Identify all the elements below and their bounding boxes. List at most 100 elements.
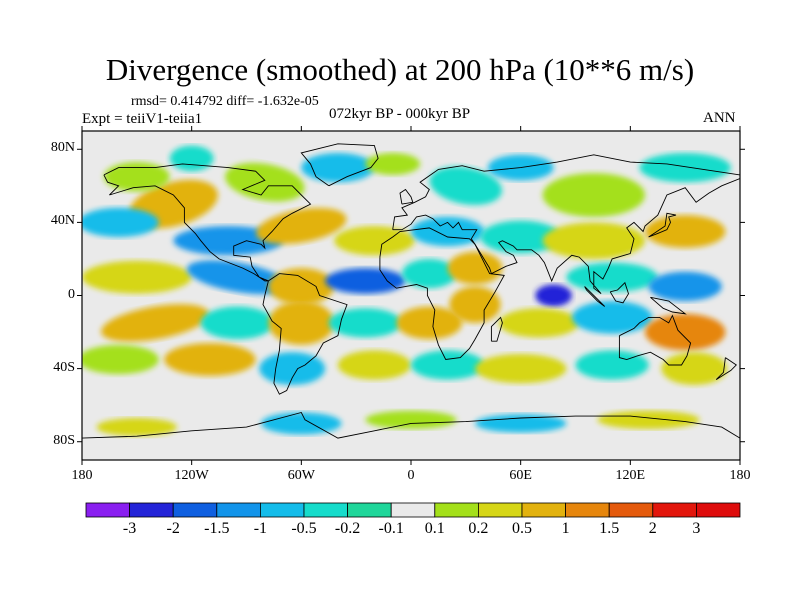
field-region [449,286,501,323]
coastline [392,154,740,295]
coastline [584,286,606,307]
x-tick-label: 60E [509,468,532,483]
field-region [475,414,567,433]
colorbar-swatch [652,502,697,518]
field-region [268,268,335,305]
field-region [365,152,421,175]
field-region [186,260,288,295]
field-region [101,304,210,342]
field-region [639,153,731,183]
colorbar-swatch [608,502,654,518]
colorbar-swatch [172,502,218,518]
y-tick-label: 0 [68,286,75,302]
field-region [225,162,305,202]
experiment-label: Expt = teiiV1-teiia1 [82,111,203,127]
stats-text: rmsd= 0.414792 diff= -1.632e-05 [131,94,319,109]
colorbar [85,502,741,518]
colorbar-swatch [347,502,392,518]
field-region [542,222,645,259]
colorbar-label: 0.2 [468,520,489,537]
field-region [566,262,658,292]
y-tick-label: 40N [50,213,75,229]
x-tick-label: 180 [71,468,93,483]
colorbar-swatch [129,502,174,518]
colorbar-swatch [259,502,305,518]
field-region [173,226,283,256]
field-region [259,352,326,385]
colorbar-label: -0.2 [334,520,361,537]
colorbar-swatch [521,502,566,518]
field-region [475,354,567,384]
field-region [498,308,580,338]
field-region [337,350,411,380]
field-region [542,173,645,217]
x-tick-label: 180 [729,468,751,483]
period-label: 072kyr BP - 000kyr BP [329,106,471,122]
colorbar-label: 2 [648,520,657,537]
x-tick-label: 0 [407,468,415,483]
colorbar-label: 3 [692,520,701,537]
field-region [396,306,463,340]
coastline [715,357,738,380]
field-region [96,418,177,437]
field-region [661,352,728,385]
x-tick-label: 120E [615,468,646,483]
coastline [379,227,505,360]
field-region [325,268,406,294]
axis-ticks [77,126,745,465]
x-tick-label: 60W [287,468,315,483]
figure-title: Divergence (smoothed) at 200 hPa (10**6 … [105,52,695,87]
field-region [82,260,192,294]
field-region [597,410,700,429]
colorbar-swatch [565,502,610,518]
season-label: ANN [703,110,736,126]
field-region [648,271,722,301]
x-tick-label: 120W [174,468,209,483]
field-region [301,153,375,183]
colorbar-swatch [434,502,479,518]
colorbar-label: 1 [561,520,570,537]
field-region [429,166,502,205]
field-region [447,251,503,285]
coastline [262,273,348,395]
field-region [334,226,415,256]
field-region [411,350,485,380]
field-region [200,306,274,340]
field-region [164,343,256,376]
y-tick-label: 80N [50,140,75,156]
field-region [401,259,457,289]
coastline [609,281,629,304]
colorbar-label: -1.5 [204,520,230,537]
colorbar-label: -3 [122,520,137,537]
field-region [645,313,726,351]
colorbar-swatch [303,502,348,518]
field-region [169,145,214,172]
coastline [490,316,503,342]
field-region [365,410,457,429]
field-region [261,412,342,435]
colorbar-swatch [216,502,261,518]
coastline [300,143,379,187]
colorbar-label: -0.5 [291,520,317,537]
colorbar-label: -0.1 [378,520,404,537]
field-region [82,344,159,375]
coastline [82,411,740,439]
y-tick-label: 40S [53,359,75,375]
field-region [575,350,649,380]
colorbar-label: 0.1 [424,520,445,537]
coastlines [82,143,740,439]
colorbar-label: 1.5 [599,520,620,537]
field-region [268,301,335,345]
coastline [618,314,692,366]
field-region [103,162,170,192]
map-background [82,131,740,460]
colorbar-swatch [390,502,436,518]
colorbar-label: 0.5 [512,520,532,537]
coastline [103,163,312,282]
colorbar-swatch [477,502,523,518]
colorbar-swatch [85,502,130,518]
field-region [82,207,159,237]
field-region [571,301,653,334]
colorbar-label: -2 [166,520,180,537]
